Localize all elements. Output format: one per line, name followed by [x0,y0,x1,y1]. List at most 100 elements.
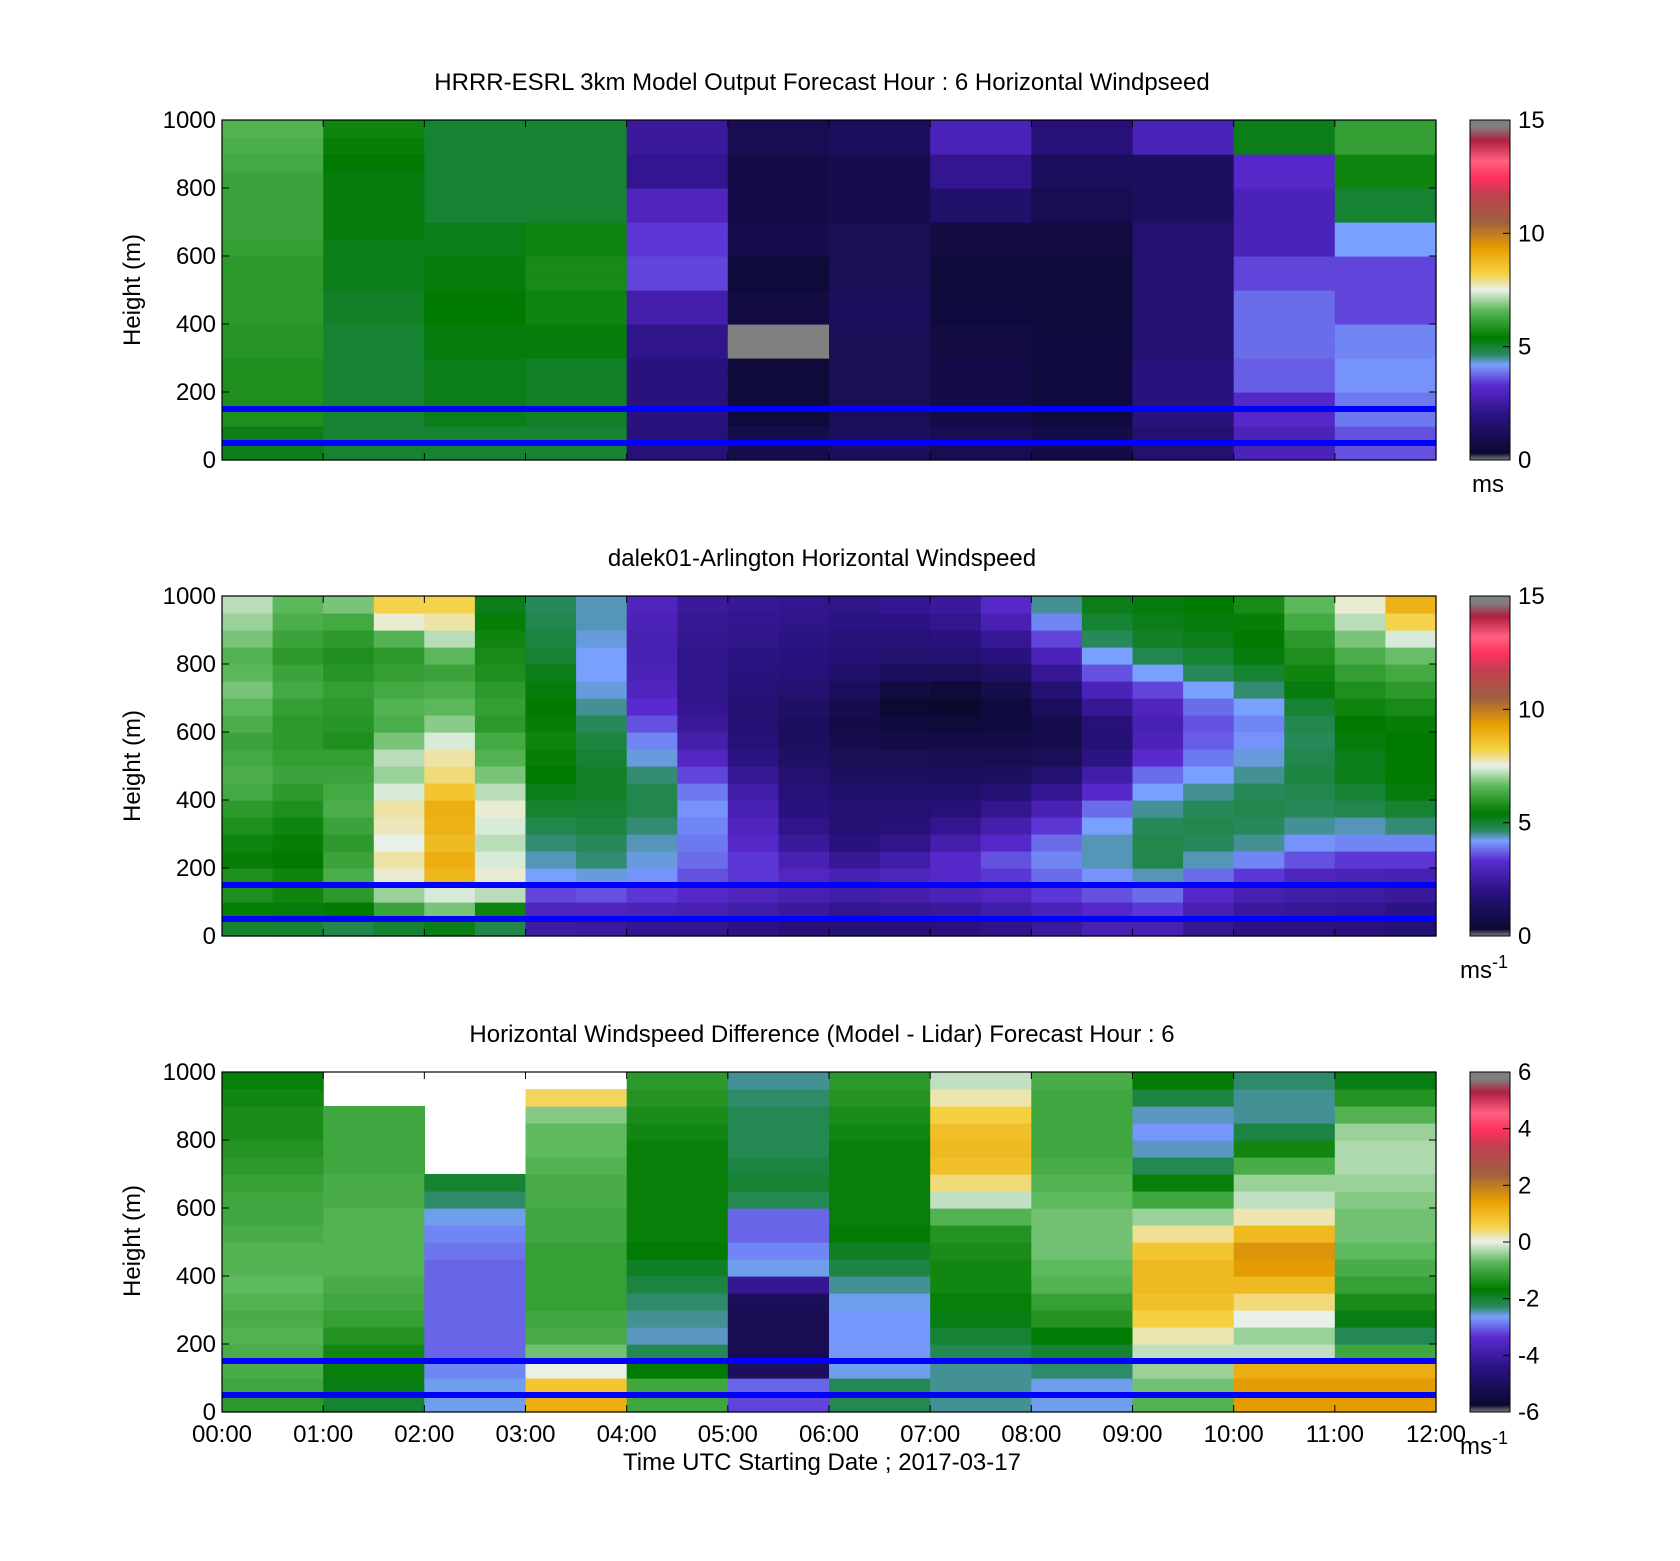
heatmap-cell [576,851,628,869]
heatmap-cell [373,664,425,682]
x-tick-label: 03:00 [495,1421,555,1448]
heatmap-cell [626,375,729,393]
heatmap-cell [677,749,729,767]
heatmap-cell [829,1140,931,1158]
heatmap-cell [1081,630,1134,648]
heatmap-cell [1385,749,1437,767]
heatmap-cell [1132,664,1184,682]
heatmap-cell [829,154,931,172]
panel-difference-ylabel: Height (m) [119,1185,146,1297]
heatmap-cell [525,239,628,257]
colorbar-unit: ms-1 [1460,952,1508,984]
heatmap-cell [1031,1361,1134,1379]
heatmap-cell [727,1259,830,1277]
heatmap-cell [1031,817,1083,835]
heatmap-cell [1334,375,1437,393]
heatmap-cell [222,902,274,920]
heatmap-cell [1132,1106,1235,1124]
heatmap-cell [525,120,628,138]
heatmap-cell [1031,1106,1134,1124]
heatmap-cell [1031,1123,1134,1141]
heatmap-cell [474,868,527,886]
heatmap-cell [1132,1072,1235,1090]
heatmap-cell [424,902,476,920]
heatmap-cell [1132,613,1184,631]
heatmap-cell [727,1191,830,1209]
heatmap-cell [1031,188,1134,206]
heatmap-cell [525,817,577,835]
heatmap-cell [1284,800,1336,818]
heatmap-cell [474,664,527,682]
heatmap-cell [474,851,527,869]
colorbar-unit-exponent: -1 [1492,952,1508,972]
heatmap-cell [222,1242,324,1260]
heatmap-cell [1334,273,1437,291]
heatmap-cell [829,851,881,869]
heatmap-cell [1334,1378,1437,1396]
heatmap-cell [1031,1174,1134,1192]
heatmap-cell [1233,1157,1336,1175]
heatmap-cell [1233,1174,1336,1192]
heatmap-cell [1132,307,1235,325]
heatmap-cell [727,698,779,716]
heatmap-cell [323,1327,425,1345]
heatmap-cell [930,732,982,750]
heatmap-cell [1132,800,1184,818]
heatmap-cell [424,120,527,138]
heatmap-cell [1233,681,1285,699]
panel-difference-heatmap: 0 200 400 600 800 1000 [163,1059,1437,1426]
heatmap-cell [1334,1293,1437,1311]
heatmap-cell [778,800,830,818]
heatmap-cell [727,613,779,631]
heatmap-cell [525,443,628,461]
heatmap-cell [525,409,628,427]
colorbar-gradient [1469,595,1511,937]
x-tick-label: 08:00 [1001,1421,1061,1448]
heatmap-cell [930,120,1032,138]
heatmap-cell [222,290,324,308]
colorbar-tick-label: 0 [1518,923,1531,950]
heatmap-cell [424,1310,527,1328]
heatmap-cell [1233,851,1285,869]
heatmap-cell [222,324,324,342]
heatmap-cell [1132,1242,1235,1260]
heatmap-cell [879,783,931,801]
heatmap-cell [525,1225,628,1243]
heatmap-cell [525,868,577,886]
heatmap-cell [1081,664,1134,682]
panel-model-title: HRRR-ESRL 3km Model Output Forecast Hour… [434,69,1209,96]
heatmap-cell [626,1225,729,1243]
heatmap-cell [525,1327,628,1345]
heatmap-cell [1233,1361,1336,1379]
y-tick-label: 600 [176,243,216,270]
heatmap-cell [1132,1208,1235,1226]
heatmap-cell [424,1208,527,1226]
heatmap-cell [677,817,729,835]
heatmap-cell [626,392,729,410]
heatmap-cell [576,715,628,733]
heatmap-cell [222,783,274,801]
heatmap-cell [1132,1344,1235,1362]
heatmap-cell [1081,715,1134,733]
heatmap-cell [424,154,527,172]
heatmap-cell [930,1327,1032,1345]
heatmap-cell [829,1089,931,1107]
heatmap-cell [930,834,982,852]
heatmap-cell [1233,307,1336,325]
heatmap-cell [424,749,476,767]
heatmap-cell [1031,851,1083,869]
heatmap-cell [930,1072,1032,1090]
heatmap-cell [1334,443,1437,461]
x-tick-label: 07:00 [900,1421,960,1448]
heatmap-cell [525,902,577,920]
heatmap-cell [626,1344,729,1362]
heatmap-cell [525,919,577,937]
heatmap-cell [677,834,729,852]
heatmap-cell [1031,800,1083,818]
heatmap-cell [222,1395,324,1413]
heatmap-cell [1081,851,1134,869]
heatmap-cell [1334,358,1437,376]
heatmap-cell [829,783,881,801]
heatmap-cell [1233,715,1285,733]
heatmap-cell [930,358,1032,376]
